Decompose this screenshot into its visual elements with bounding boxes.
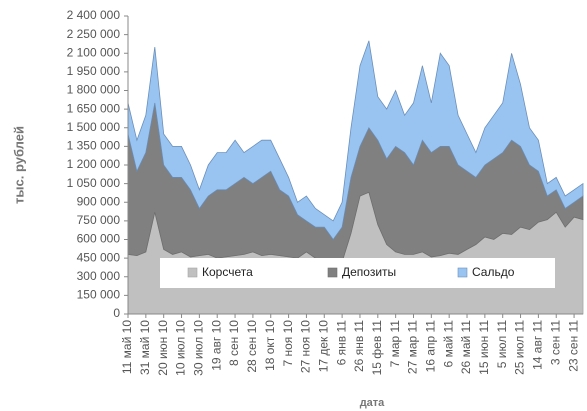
legend-box — [160, 258, 555, 288]
y-tick-label: 450 000 — [77, 250, 121, 264]
x-tick-label: 16 апр 11 — [424, 320, 438, 373]
x-tick-label: 7 ноя 10 — [281, 320, 295, 367]
legend-label: Корсчета — [202, 265, 253, 279]
y-tick-label: 1 800 000 — [67, 83, 121, 97]
x-tick-label: 7 мар 11 — [388, 320, 402, 368]
x-tick-label: 5 июл 11 — [495, 320, 509, 369]
x-tick-label: 15 фев 11 — [370, 320, 384, 376]
x-tick-label: 28 сен 10 — [245, 320, 259, 373]
legend-label: Депозиты — [342, 265, 396, 279]
x-tick-label: 14 авг 11 — [531, 320, 545, 370]
y-axis-title: тыс. рублей — [11, 126, 26, 204]
x-tick-label: 25 июл 11 — [513, 320, 527, 375]
y-tick-label: 300 000 — [77, 269, 121, 283]
y-tick-label: 900 000 — [77, 194, 121, 208]
y-tick-label: 1 650 000 — [67, 101, 121, 115]
x-tick-label: 6 май 11 — [441, 320, 455, 368]
y-tick-label: 2 250 000 — [67, 27, 121, 41]
x-tick-label: 15 июн 11 — [477, 320, 491, 375]
x-tick-label: 27 ноя 10 — [299, 320, 313, 373]
x-tick-label: 26 май 11 — [459, 320, 473, 374]
y-tick-label: 150 000 — [77, 288, 121, 302]
x-tick-label: 27 мар 11 — [406, 320, 420, 374]
y-tick-label: 1 950 000 — [67, 64, 121, 78]
area — [127, 40, 584, 241]
x-tick-label: 19 авг 10 — [209, 320, 223, 371]
x-tick-label: 31 май 10 — [138, 320, 152, 375]
x-tick-label: 17 дек 10 — [316, 320, 330, 373]
y-tick-label: 1 200 000 — [67, 157, 121, 171]
x-tick-label: 10 июл 10 — [174, 320, 188, 376]
x-tick-label: 6 янв 11 — [334, 320, 348, 366]
legend-swatch — [187, 267, 198, 278]
legend-label: Сальдо — [472, 265, 515, 279]
y-tick-label: 1 050 000 — [67, 176, 121, 190]
y-tick-label: 2 400 000 — [67, 8, 121, 22]
x-tick-label: 30 июл 10 — [192, 320, 206, 376]
x-tick-label: 8 сен 10 — [227, 320, 241, 366]
x-tick-label: 20 июн 10 — [156, 320, 170, 376]
x-tick-label: 18 окт 10 — [263, 320, 277, 371]
legend-swatch — [457, 267, 468, 278]
legend-swatch — [327, 267, 338, 278]
x-tick-label: 3 сен 11 — [548, 320, 562, 365]
y-tick-label: 600 000 — [77, 232, 121, 246]
x-tick-label: 26 янв 11 — [352, 320, 366, 372]
y-tick-label: 1 350 000 — [67, 139, 121, 153]
y-tick-label: 750 000 — [77, 213, 121, 227]
y-tick-label: 2 100 000 — [67, 45, 121, 59]
x-axis-title: дата — [360, 397, 385, 409]
x-tick-label: 11 май 10 — [120, 320, 134, 374]
y-tick-label: 0 — [113, 306, 120, 320]
y-tick-label: 1 500 000 — [67, 120, 121, 134]
x-tick-label: 23 сен 11 — [566, 320, 580, 372]
